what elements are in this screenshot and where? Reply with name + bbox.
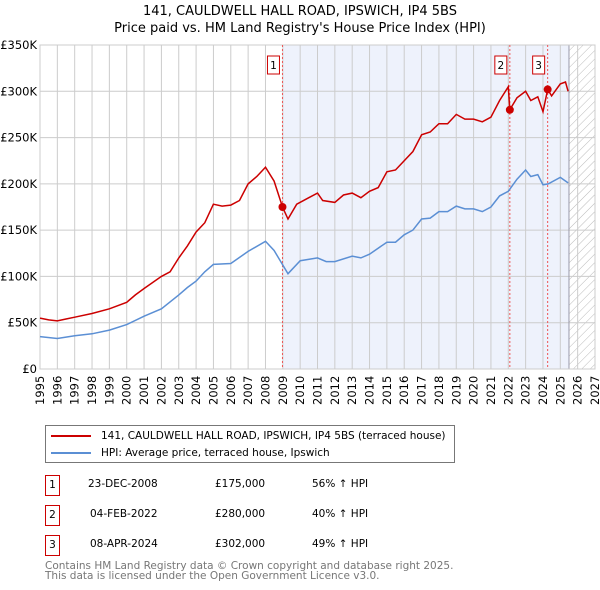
sale-number: 1 xyxy=(45,475,60,496)
legend-label: HPI: Average price, terraced house, Ipsw… xyxy=(101,447,330,459)
sale-date: 23-DEC-2008 xyxy=(88,478,158,490)
sale-period-shading xyxy=(282,45,569,369)
sale-label-number: 3 xyxy=(535,60,542,72)
sale-date: 04-FEB-2022 xyxy=(90,508,158,520)
x-tick-label: 2027 xyxy=(588,376,600,405)
sale-label-box xyxy=(494,55,508,75)
x-tick-label: 2015 xyxy=(380,376,394,405)
sale-label-number: 2 xyxy=(497,60,504,72)
x-tick-label: 2006 xyxy=(224,376,238,405)
chart-title: 141, CAULDWELL HALL ROAD, IPSWICH, IP4 5… xyxy=(142,4,457,19)
chart-subtitle: Price paid vs. HM Land Registry's House … xyxy=(114,21,486,36)
series-line-hpi xyxy=(39,168,569,340)
x-tick-label: 2003 xyxy=(172,376,186,405)
sale-date: 08-APR-2024 xyxy=(90,538,158,550)
y-tick-label: £300K xyxy=(0,84,37,98)
x-tick-label: 2011 xyxy=(311,376,325,405)
legend-label: 141, CAULDWELL HALL ROAD, IPSWICH, IP4 5… xyxy=(101,430,446,442)
x-tick-label: 2026 xyxy=(571,376,585,405)
sale-label-box xyxy=(266,55,280,75)
x-tick-label: 2016 xyxy=(397,376,411,405)
x-tick-label: 2004 xyxy=(189,376,203,405)
sale-price: £280,000 xyxy=(215,508,266,520)
x-tick-label: 2021 xyxy=(484,376,498,405)
x-tick-label: 2001 xyxy=(137,376,151,405)
sale-hpi: 49% ↑ HPI xyxy=(312,538,369,550)
x-tick-label: 1995 xyxy=(33,376,47,405)
x-tick-label: 1997 xyxy=(68,376,82,405)
x-tick-label: 2012 xyxy=(328,376,342,405)
forecast-hatch xyxy=(568,45,595,369)
x-tick-label: 2010 xyxy=(293,376,307,405)
sale-number: 3 xyxy=(45,535,60,556)
y-tick-label: £200K xyxy=(0,177,37,191)
y-tick-label: £0 xyxy=(22,362,37,376)
x-tick-label: 2013 xyxy=(345,376,359,405)
x-tick-label: 2017 xyxy=(415,376,429,405)
y-tick-label: £150K xyxy=(0,223,37,237)
x-tick-label: 1996 xyxy=(50,376,64,405)
x-tick-label: 2008 xyxy=(258,376,272,405)
x-tick-label: 2019 xyxy=(449,376,463,405)
x-tick-label: 1998 xyxy=(85,376,99,405)
y-tick-label: £350K xyxy=(0,38,37,52)
legend-item-property: 141, CAULDWELL HALL ROAD, IPSWICH, IP4 5… xyxy=(51,428,446,444)
y-tick-label: £100K xyxy=(0,269,37,283)
x-tick-label: 2014 xyxy=(363,376,377,405)
x-tick-label: 1999 xyxy=(102,376,116,405)
sale-hpi: 56% ↑ HPI xyxy=(312,478,369,490)
sale-label-box xyxy=(532,55,546,75)
x-tick-label: 2002 xyxy=(154,376,168,405)
legend-swatch-blue xyxy=(51,452,91,454)
legend: 141, CAULDWELL HALL ROAD, IPSWICH, IP4 5… xyxy=(45,425,455,463)
plot-border xyxy=(39,44,596,370)
x-tick-label: 2009 xyxy=(276,376,290,405)
x-tick-label: 2023 xyxy=(519,376,533,405)
footer-copyright: Contains HM Land Registry data © Crown c… xyxy=(45,560,454,572)
sale-point xyxy=(543,85,552,94)
x-tick-label: 2022 xyxy=(501,376,515,405)
y-tick-label: £50K xyxy=(8,316,38,330)
sale-label-number: 1 xyxy=(270,60,277,72)
footer-licence: This data is licensed under the Open Gov… xyxy=(45,570,380,582)
sale-number: 2 xyxy=(45,505,60,526)
x-tick-label: 2005 xyxy=(206,376,220,405)
y-tick-label: £250K xyxy=(0,131,37,145)
footer: Contains HM Land Registry data © Crown c… xyxy=(45,560,454,582)
sale-price: £175,000 xyxy=(215,478,266,490)
x-tick-label: 2007 xyxy=(241,376,255,405)
x-tick-label: 2000 xyxy=(120,376,134,405)
x-tick-label: 2025 xyxy=(553,376,567,405)
sale-hpi: 40% ↑ HPI xyxy=(312,508,369,520)
x-tick-label: 2020 xyxy=(467,376,481,405)
x-tick-label: 2018 xyxy=(432,376,446,405)
sale-price: £302,000 xyxy=(215,538,266,550)
legend-item-hpi: HPI: Average price, terraced house, Ipsw… xyxy=(51,445,330,461)
sale-point xyxy=(278,203,287,211)
legend-swatch-red xyxy=(51,435,91,437)
plot-area: 1995 1996 1997 1998 1999 2000 2001 2002 2003 2004… xyxy=(0,38,600,405)
x-tick-label: 2024 xyxy=(536,376,550,405)
sale-point xyxy=(505,105,514,114)
